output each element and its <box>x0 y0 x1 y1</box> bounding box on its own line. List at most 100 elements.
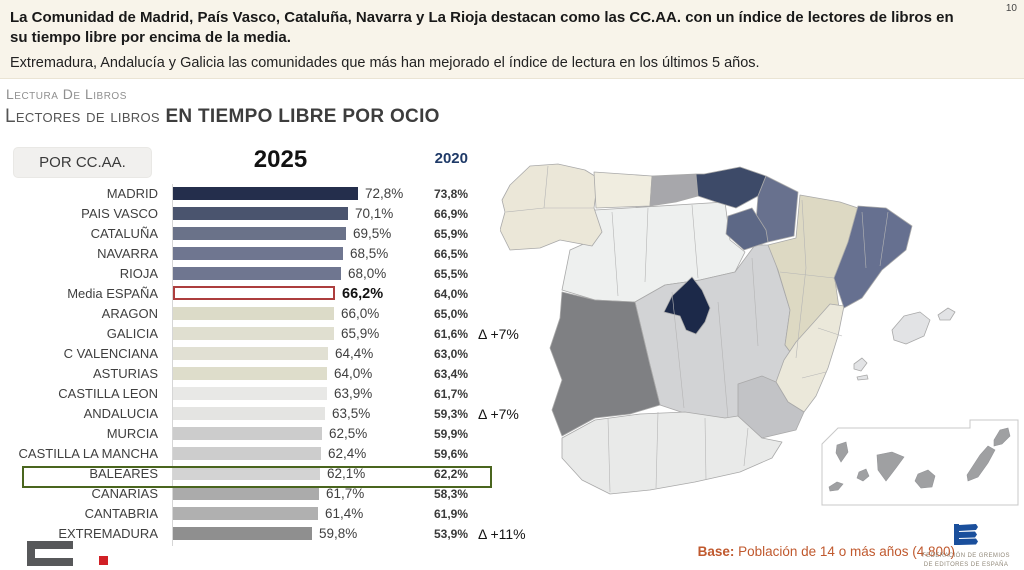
value-2025: 64,4% <box>335 346 374 361</box>
region-label: ANDALUCIA <box>83 406 158 421</box>
value-2025: 66,0% <box>341 306 380 321</box>
bar-2025 <box>173 327 334 340</box>
region-label: PAIS VASCO <box>81 206 158 221</box>
value-2025: 64,0% <box>334 366 373 381</box>
value-2025: 63,5% <box>332 406 371 421</box>
chart-row-pais-vasco: PAIS VASCO 70,1% 66,9% <box>0 204 560 224</box>
chart-row-aragon: ARAGON 66,0% 65,0% <box>0 304 560 324</box>
chart-row-murcia: MURCIA 62,5% 59,9% <box>0 424 560 444</box>
bar-2025 <box>173 307 334 320</box>
value-2020: 66,9% <box>433 207 468 221</box>
bar-2025 <box>173 247 343 260</box>
header-band: La Comunidad de Madrid, País Vasco, Cata… <box>0 0 1024 79</box>
bar-chart: MADRID 72,8% 73,8% PAIS VASCO 70,1% 66,9% CATA… <box>0 184 560 546</box>
region-label: MURCIA <box>106 426 158 441</box>
map-island-la-palma <box>835 441 849 463</box>
bar-2025 <box>173 347 328 360</box>
region-label: BALEARES <box>89 466 158 481</box>
spain-map <box>500 163 1019 506</box>
value-2020: 58,3% <box>433 487 468 501</box>
map-region-murcia <box>737 375 805 439</box>
bar-2025 <box>173 507 318 520</box>
base-note-text: Población de 14 o más años (4.800) <box>734 544 955 559</box>
value-2025: 62,5% <box>329 426 368 441</box>
value-2020: 65,0% <box>433 307 468 321</box>
page-number: 10 <box>1005 3 1017 14</box>
map-island-el-hierro <box>828 481 844 492</box>
map-region-rioja <box>725 207 769 251</box>
fgee-logo-line2: DE EDITORES DE ESPAÑA <box>923 562 1009 568</box>
fgee-book-icon <box>954 524 978 545</box>
subheadline: Extremadura, Andalucía y Galicia las com… <box>10 54 760 71</box>
map-island-fuerteventura <box>966 445 996 482</box>
value-2025: 72,8% <box>365 186 404 201</box>
value-2025: 62,1% <box>327 466 366 481</box>
map-region-galicia <box>500 163 603 251</box>
chart-row-galicia: GALICIA 65,9% 61,6% Δ +7% <box>0 324 560 344</box>
map-island-ibiza <box>853 357 868 372</box>
chart-row-castilla-leon: CASTILLA LEON 63,9% 61,7% <box>0 384 560 404</box>
map-region-andalucia <box>561 411 783 495</box>
value-2025: 70,1% <box>355 206 394 221</box>
base-note: Base: Población de 14 o más años (4.800) <box>655 544 955 559</box>
delta-badge: Δ +7% <box>478 326 519 342</box>
chart-row-media-españa: Media ESPAÑA 66,2% 64,0% <box>0 284 560 304</box>
value-2020: 53,9% <box>433 527 468 541</box>
filter-button-ccaa[interactable]: POR CC.AA. <box>13 147 152 178</box>
bar-2025 <box>173 487 319 500</box>
bar-2025 <box>173 447 321 460</box>
region-label: NAVARRA <box>97 246 158 261</box>
value-2025: 61,4% <box>325 506 364 521</box>
region-label: CATALUÑA <box>90 226 158 241</box>
chart-row-asturias: ASTURIAS 64,0% 63,4% <box>0 364 560 384</box>
headline: La Comunidad de Madrid, País Vasco, Cata… <box>10 9 954 47</box>
region-label: ARAGON <box>101 306 158 321</box>
value-2025: 65,9% <box>341 326 380 341</box>
value-2020: 63,0% <box>433 347 468 361</box>
region-label: CASTILLA LEON <box>58 386 158 401</box>
chart-row-extremadura: EXTREMADURA 59,8% 53,9% Δ +11% <box>0 524 560 544</box>
bar-2025 <box>173 207 348 220</box>
chart-row-rioja: RIOJA 68,0% 65,5% <box>0 264 560 284</box>
region-label: ASTURIAS <box>92 366 158 381</box>
canarias-islands <box>828 427 1011 492</box>
map-region-madrid <box>663 276 711 335</box>
bar-2025 <box>173 267 341 280</box>
region-label: C VALENCIANA <box>63 346 158 361</box>
value-2020: 64,0% <box>433 287 468 301</box>
value-2025: 62,4% <box>328 446 367 461</box>
fgee-logo: FEDERACIÓN DE GREMIOS DE EDITORES DE ESP… <box>914 524 1018 570</box>
chart-row-cataluña: CATALUÑA 69,5% 65,9% <box>0 224 560 244</box>
map-island-mallorca <box>891 311 931 345</box>
value-2020: 63,4% <box>433 367 468 381</box>
chart-row-andalucia: ANDALUCIA 63,5% 59,3% Δ +7% <box>0 404 560 424</box>
value-2020: 59,6% <box>433 447 468 461</box>
chart-row-baleares: BALEARES 62,1% 62,2% <box>0 464 560 484</box>
chart-row-c-valenciana: C VALENCIANA 64,4% 63,0% <box>0 344 560 364</box>
bar-2025 <box>173 387 327 400</box>
bar-2025 <box>173 407 325 420</box>
bar-2025 <box>173 427 322 440</box>
bar-2025 <box>173 187 358 200</box>
fgee-logo-line1: FEDERACIÓN DE GREMIOS <box>922 553 1010 559</box>
column-header-2020: 2020 <box>434 150 468 167</box>
value-2025: 66,2% <box>342 286 384 302</box>
bar-2025 <box>173 367 327 380</box>
delta-badge: Δ +7% <box>478 406 519 422</box>
value-2020: 61,7% <box>433 387 468 401</box>
page-title-bold: EN TIEMPO LIBRE POR OCIO <box>165 106 440 127</box>
region-label: EXTREMADURA <box>58 526 158 541</box>
canarias-inset-box <box>821 419 1019 506</box>
map-region-cataluna <box>833 205 913 309</box>
value-2020: 59,3% <box>433 407 468 421</box>
fgee-logo-text: FEDERACIÓN DE GREMIOS DE EDITORES DE ESP… <box>914 552 1018 570</box>
value-2025: 61,7% <box>326 486 365 501</box>
chart-row-castilla-la-mancha: CASTILLA LA MANCHA 62,4% 59,6% <box>0 444 560 464</box>
map-island-lanzarote <box>993 427 1011 447</box>
map-region-asturias <box>593 171 653 209</box>
value-2025: 59,8% <box>319 526 358 541</box>
map-island-gran-canaria <box>914 469 936 489</box>
region-label: CANARIAS <box>91 486 158 501</box>
bar-2025 <box>173 227 346 240</box>
